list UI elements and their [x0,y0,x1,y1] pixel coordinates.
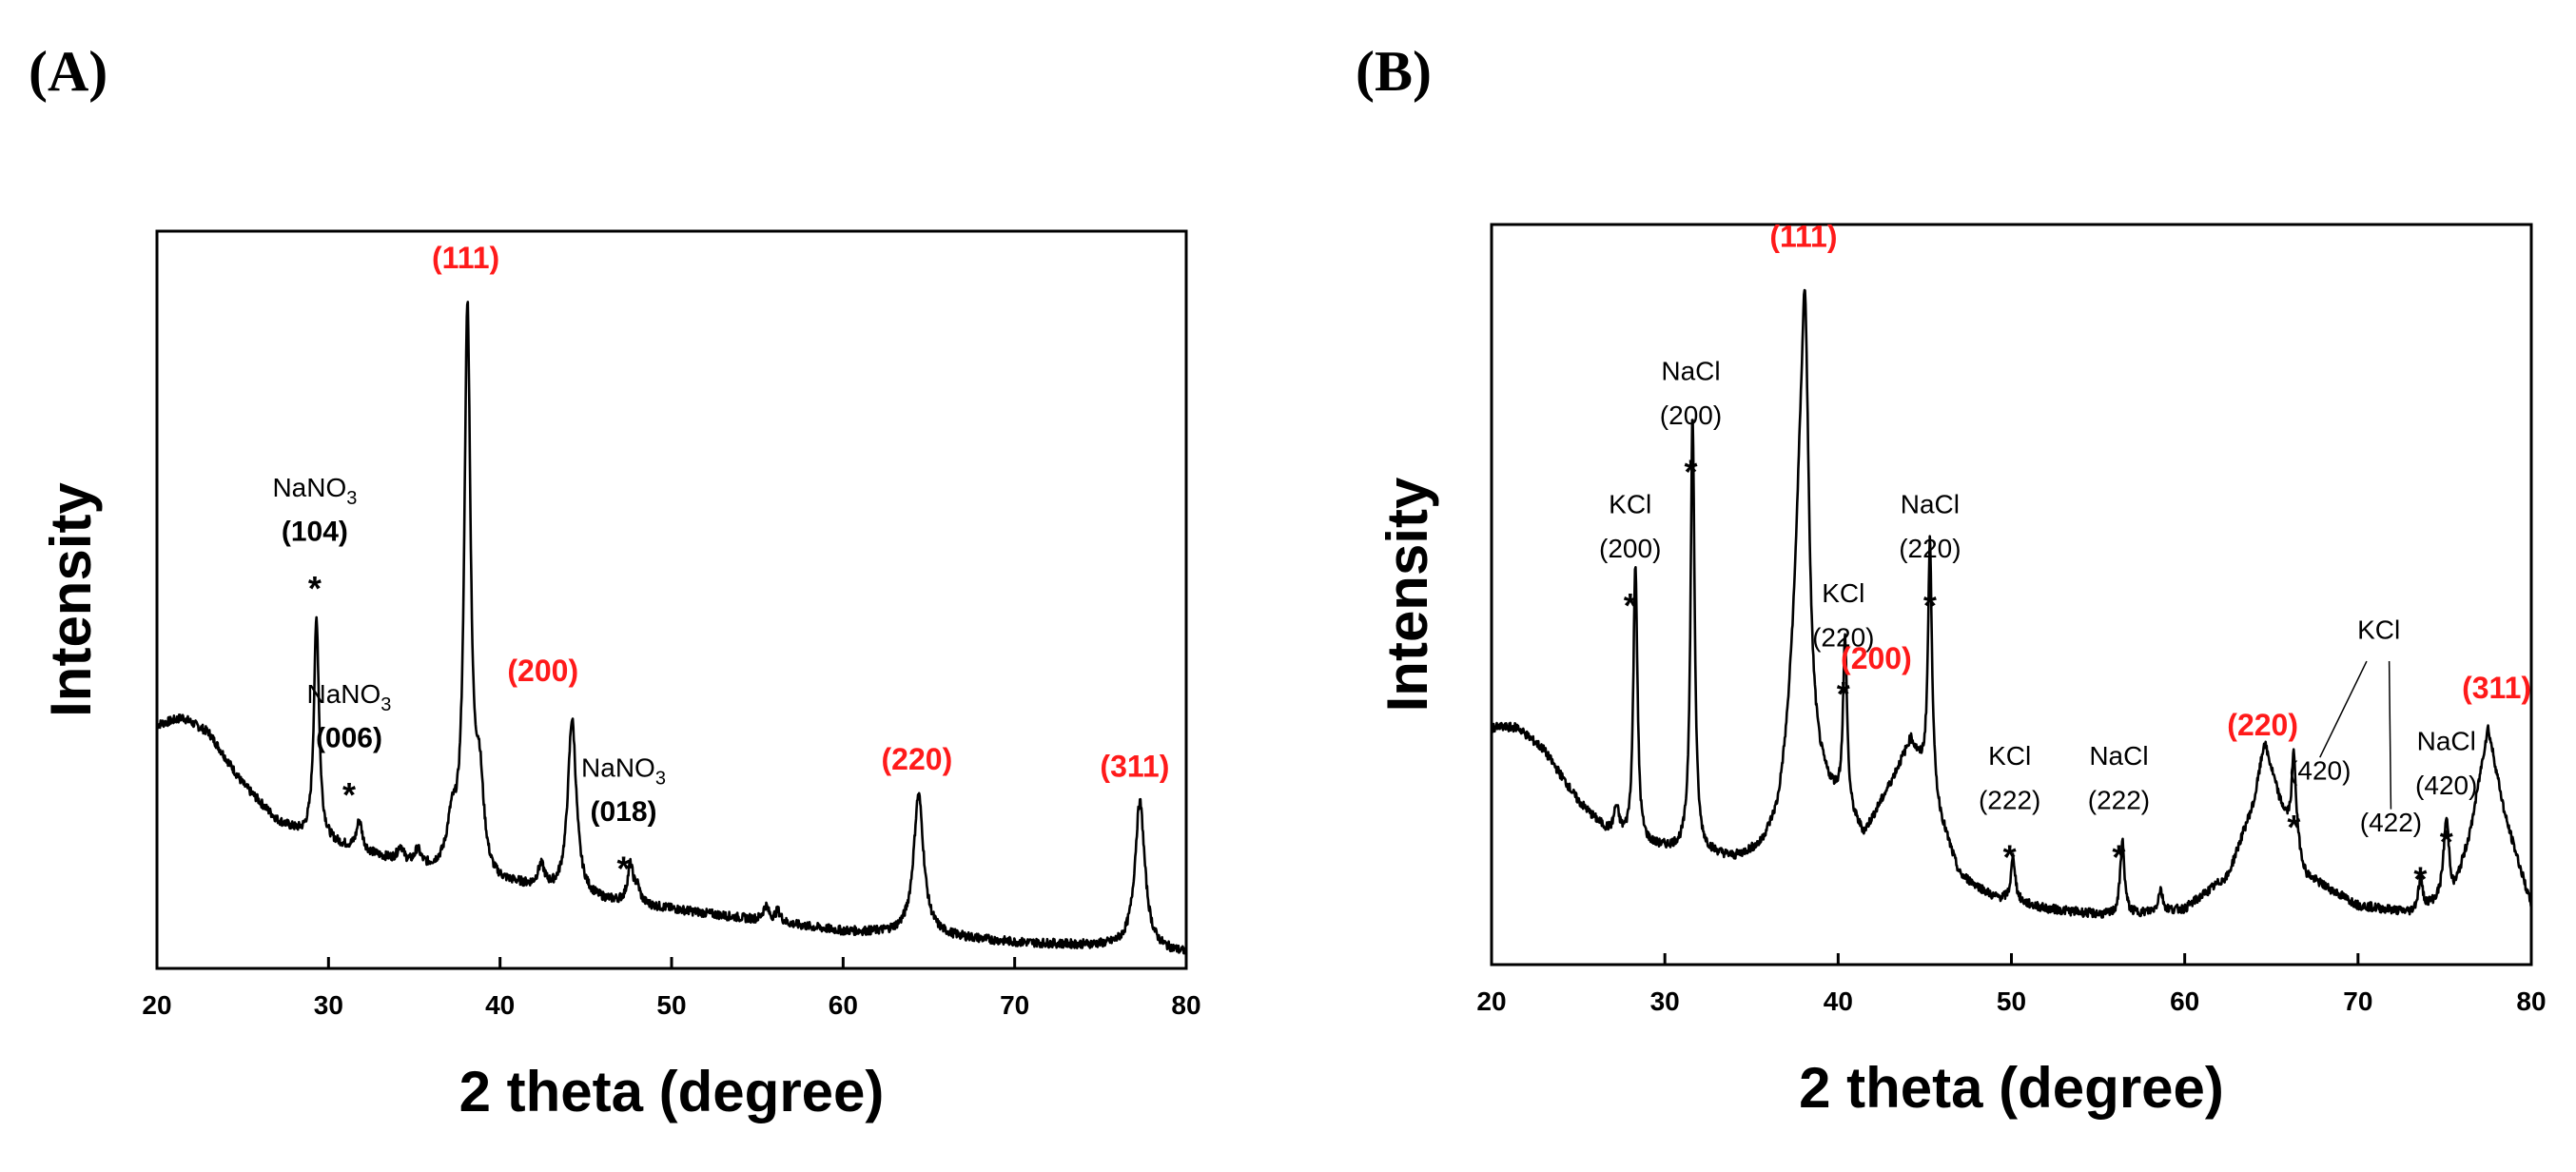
peak-star-marker: * [308,569,322,608]
formula-base: NaCl [1901,489,1960,518]
y-axis-label: Intensity [1376,477,1439,712]
hkl-label: (104) [282,517,348,548]
hkl-label: (420) [2415,771,2477,800]
peak-star-marker: * [2287,808,2300,847]
phase-formula: NaCl [2417,726,2476,755]
phase-formula: KCl [1609,489,1651,518]
xrd-series-line [1490,288,2533,919]
phase-formula: KCl [1988,741,2031,771]
peak-star-marker: * [342,775,356,814]
formula-base: NaNO [581,753,655,783]
formula-subscript: 3 [655,769,666,790]
phase-formula: KCl [1822,578,1864,608]
formula-subscript: 3 [381,694,391,715]
peak-star-marker: * [1837,674,1850,713]
panel-a: (A) 20 30 40 50 60 70 80 2 theta (degree) Intensi… [29,40,1201,1123]
peak-star-marker: * [616,850,630,889]
x-tick-label: 80 [1171,990,1200,1020]
hkl-label: (006) [316,723,382,754]
hkl-label: (422) [2360,808,2422,837]
phase-formula: NaNO3 [581,753,666,790]
formula-base: NaCl [2417,726,2476,755]
panel-b: (B) 20 30 40 50 60 70 80 2 theta (degree) Intensi… [1356,40,2547,1120]
peak-star-marker: * [1624,586,1637,625]
formula-subscript: 3 [346,488,357,509]
peak-label-red: (111) [1769,219,1837,253]
formula-base: NaCl [1661,356,1720,385]
peak-label-red: (311) [1100,750,1169,784]
x-tick-label: 60 [2170,986,2199,1016]
hkl-label: (018) [590,796,656,828]
xrd-series-line [155,301,1188,955]
peak-star-marker: * [2413,860,2427,899]
x-tick-label: 30 [1650,986,1680,1016]
peak-label-red: (220) [2227,708,2298,742]
peak-label-red: (111) [432,241,499,275]
formula-base: NaNO [307,679,381,709]
panel-label: (A) [29,40,107,103]
formula-base: KCl [1822,578,1864,608]
peak-star-marker: * [1684,453,1697,492]
x-tick-label: 40 [1824,986,1853,1016]
phase-formula: NaCl [1901,489,1960,518]
peak-star-marker: * [2003,837,2017,876]
leader-line [2388,661,2392,810]
formula-base: KCl [1609,489,1651,518]
hkl-label: (222) [2088,786,2150,815]
peak-label-red: (200) [507,654,578,688]
x-tick-label: 70 [2343,986,2372,1016]
x-tick-label: 80 [2516,986,2546,1016]
y-axis-label: Intensity [39,482,103,717]
hkl-label: (222) [1979,786,2040,815]
peak-star-marker: * [1923,586,1937,625]
x-tick-label: 50 [656,990,686,1020]
x-tick-label: 70 [1000,990,1029,1020]
x-tick-label: 50 [1997,986,2026,1016]
hkl-label: (200) [1599,534,1661,563]
x-tick-label: 60 [829,990,858,1020]
peak-label-red: (200) [1841,641,1912,675]
hkl-label: (420) [2289,756,2351,786]
x-tick-label: 20 [1476,986,1506,1016]
leader-line [2319,660,2368,758]
peak-label-red: (311) [2462,671,2531,705]
x-tick-label: 20 [142,990,171,1020]
peak-star-marker: * [2440,823,2453,862]
peak-label-red: (220) [882,742,953,776]
phase-formula: NaNO3 [272,473,357,509]
hkl-label: (200) [1660,400,1722,430]
hkl-label: (220) [1899,534,1961,563]
x-tick-label: 30 [314,990,343,1020]
x-tick-label: 40 [485,990,515,1020]
phase-label: KCl [2357,615,2400,645]
phase-formula: NaCl [2089,741,2148,771]
formula-base: NaCl [2089,741,2148,771]
panel-label: (B) [1356,40,1432,103]
formula-base: NaNO [272,473,346,502]
phase-formula: NaNO3 [307,679,392,715]
peak-star-marker: * [2112,837,2125,876]
formula-base: KCl [1988,741,2031,771]
x-axis-label: 2 theta (degree) [459,1060,885,1123]
phase-formula: NaCl [1661,356,1720,385]
hkl-label: (220) [1812,622,1874,652]
x-axis-label: 2 theta (degree) [1799,1056,2224,1120]
